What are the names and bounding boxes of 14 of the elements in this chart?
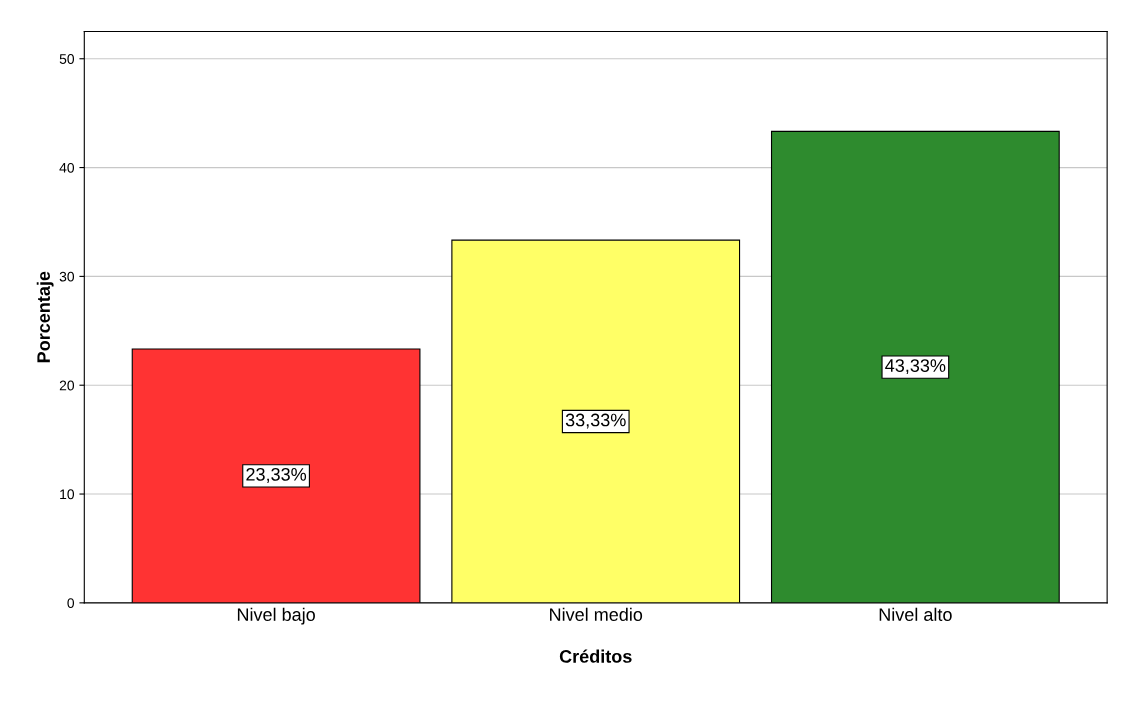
y-axis-title: Porcentaje bbox=[36, 271, 54, 363]
y-tick-label: 50 bbox=[59, 54, 75, 64]
x-tick-label: Nivel medio bbox=[550, 607, 643, 621]
data-label: 43,33% bbox=[885, 359, 946, 375]
x-tick-label: Nivel alto bbox=[879, 607, 952, 621]
y-tick-label: 20 bbox=[59, 380, 75, 391]
x-tick-label: Nivel bajo bbox=[237, 607, 315, 625]
data-label: 33,33% bbox=[565, 413, 626, 429]
y-tick-label: 40 bbox=[59, 162, 75, 173]
y-tick-label: 10 bbox=[60, 489, 75, 500]
data-label: 23,33% bbox=[246, 467, 307, 483]
y-tick-label: 0 bbox=[67, 598, 75, 609]
x-axis-title: Créditos bbox=[559, 649, 632, 663]
y-tick-label: 30 bbox=[59, 271, 75, 282]
